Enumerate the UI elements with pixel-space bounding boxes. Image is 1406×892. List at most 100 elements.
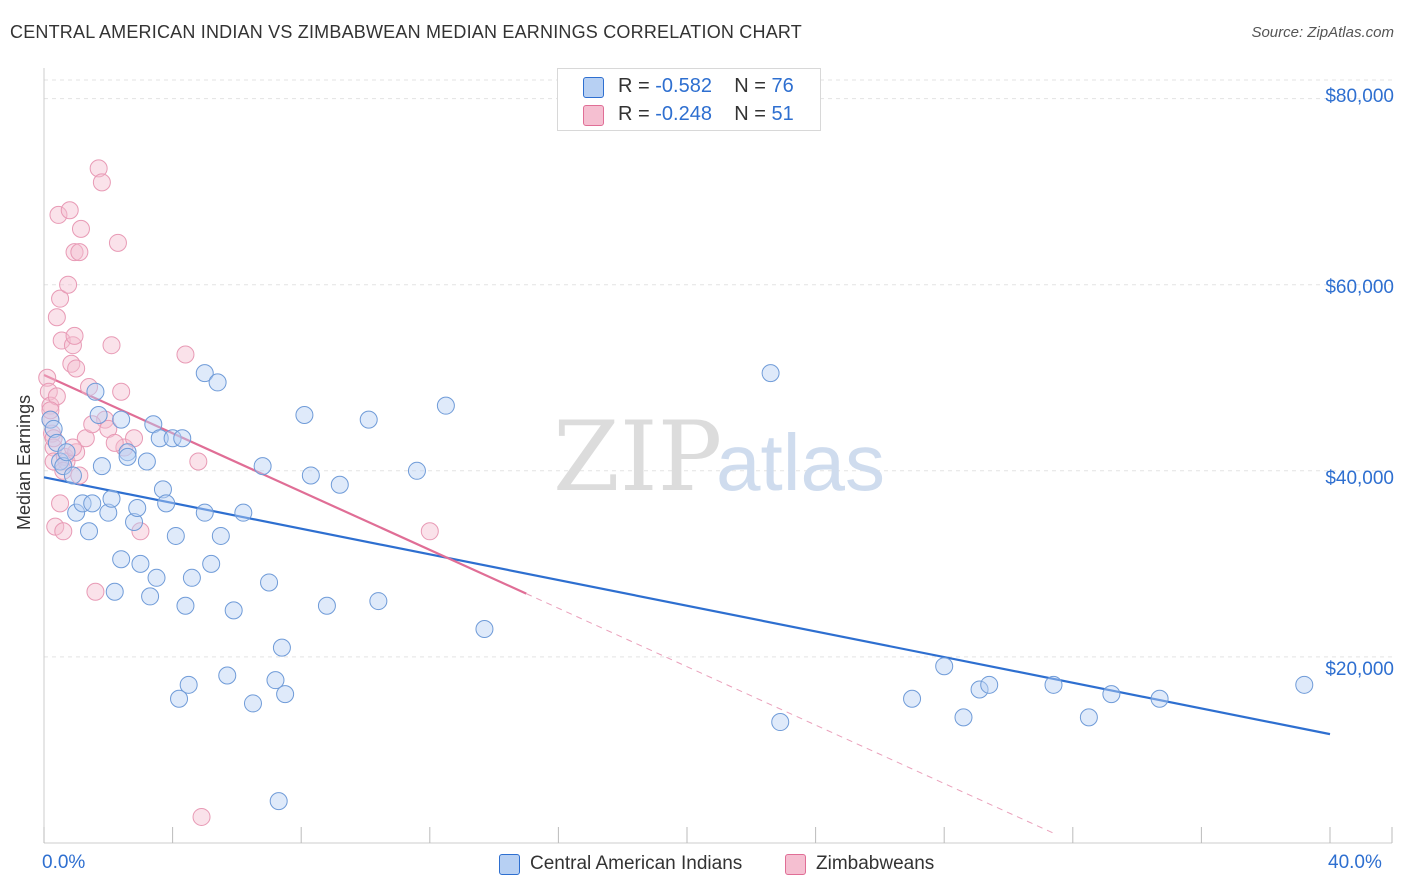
- point-central-american-indians: [80, 522, 99, 541]
- point-zimbabweans: [65, 243, 84, 262]
- point-central-american-indians: [157, 494, 176, 513]
- point-central-american-indians: [272, 638, 291, 657]
- point-zimbabweans: [38, 368, 57, 387]
- point-central-american-indians: [86, 382, 105, 401]
- point-central-american-indians: [369, 592, 388, 611]
- legend-n-value: 76: [771, 74, 794, 97]
- trend-line-central-american-indians: [43, 476, 1331, 736]
- point-central-american-indians: [761, 364, 780, 383]
- point-central-american-indians: [73, 494, 92, 513]
- point-central-american-indians: [44, 419, 63, 438]
- point-central-american-indians: [1044, 675, 1063, 694]
- legend-n-value: 51: [771, 102, 794, 125]
- point-central-american-indians: [269, 792, 288, 811]
- point-central-american-indians: [166, 526, 185, 545]
- legend-n-label: N =: [734, 102, 772, 125]
- point-central-american-indians: [137, 452, 156, 471]
- point-zimbabweans: [60, 201, 79, 220]
- point-central-american-indians: [67, 503, 86, 522]
- point-central-american-indians: [150, 429, 169, 448]
- point-central-american-indians: [202, 554, 221, 573]
- grid-lines: [44, 79, 1392, 658]
- y-tick-label: $60,000: [1325, 277, 1394, 298]
- point-central-american-indians: [170, 689, 189, 708]
- point-central-american-indians: [182, 568, 201, 587]
- point-central-american-indians: [83, 494, 102, 513]
- point-zimbabweans: [51, 494, 70, 513]
- point-zimbabweans: [47, 308, 66, 327]
- points-zimbabweans: [38, 159, 439, 826]
- point-central-american-indians: [317, 596, 336, 615]
- point-zimbabweans: [108, 233, 127, 252]
- point-central-american-indians: [276, 685, 295, 704]
- legend-r-label: R =: [618, 74, 656, 97]
- y-tick-label: $80,000: [1325, 86, 1394, 107]
- correlation-legend: R = -0.582 N = 76 R = -0.248 N = 51: [557, 68, 821, 131]
- axes: [43, 68, 1393, 844]
- point-central-american-indians: [407, 461, 426, 480]
- point-central-american-indians: [980, 675, 999, 694]
- point-central-american-indians: [1079, 708, 1098, 727]
- point-central-american-indians: [176, 596, 195, 615]
- point-central-american-indians: [112, 410, 131, 429]
- point-central-american-indians: [295, 405, 314, 424]
- point-central-american-indians: [330, 475, 349, 494]
- point-zimbabweans: [70, 243, 89, 262]
- point-central-american-indians: [131, 554, 150, 573]
- point-central-american-indians: [234, 503, 253, 522]
- point-central-american-indians: [475, 619, 494, 638]
- point-zimbabweans: [54, 522, 73, 541]
- point-central-american-indians: [224, 601, 243, 620]
- point-central-american-indians: [57, 443, 76, 462]
- points-central-american-indians: [41, 364, 1314, 811]
- point-central-american-indians: [1102, 685, 1121, 704]
- y-tick-label: $40,000: [1325, 468, 1394, 489]
- chart-title: CENTRAL AMERICAN INDIAN VS ZIMBABWEAN ME…: [10, 22, 802, 42]
- point-zimbabweans: [41, 401, 60, 420]
- point-central-american-indians: [935, 657, 954, 676]
- point-central-american-indians: [99, 503, 118, 522]
- point-zimbabweans: [83, 415, 102, 434]
- legend-r-label: R =: [618, 102, 656, 125]
- point-central-american-indians: [771, 713, 790, 732]
- point-central-american-indians: [173, 429, 192, 448]
- point-central-american-indians: [260, 573, 279, 592]
- bottom-legend-label: Zimbabweans: [816, 853, 935, 874]
- point-zimbabweans: [51, 289, 70, 308]
- point-central-american-indians: [89, 405, 108, 424]
- point-zimbabweans: [192, 807, 211, 826]
- point-central-american-indians: [118, 447, 137, 466]
- point-central-american-indians: [105, 582, 124, 601]
- point-central-american-indians: [1150, 689, 1169, 708]
- point-central-american-indians: [102, 489, 121, 508]
- trend-line-zimbabweans-extension: [526, 593, 1057, 836]
- point-central-american-indians: [195, 364, 214, 383]
- point-zimbabweans: [131, 522, 150, 541]
- point-zimbabweans: [189, 452, 208, 471]
- point-central-american-indians: [211, 526, 230, 545]
- point-central-american-indians: [47, 433, 66, 452]
- bottom-legend-swatch-pink: [785, 853, 806, 875]
- point-central-american-indians: [163, 429, 182, 448]
- point-central-american-indians: [436, 396, 455, 415]
- watermark-zip: ZIP: [553, 401, 722, 513]
- point-central-american-indians: [903, 689, 922, 708]
- point-central-american-indians: [243, 694, 262, 713]
- point-zimbabweans: [44, 452, 63, 471]
- point-zimbabweans: [89, 159, 108, 178]
- point-zimbabweans: [63, 336, 82, 355]
- point-central-american-indians: [125, 512, 144, 531]
- point-central-american-indians: [179, 675, 198, 694]
- point-central-american-indians: [301, 466, 320, 485]
- point-zimbabweans: [71, 219, 90, 238]
- x-tick-label-min: 0.0%: [42, 852, 86, 873]
- point-zimbabweans: [112, 382, 131, 401]
- point-zimbabweans: [49, 205, 68, 224]
- point-central-american-indians: [92, 457, 111, 476]
- point-central-american-indians: [141, 587, 160, 606]
- point-zimbabweans: [86, 582, 105, 601]
- legend-r-value: -0.582: [655, 74, 712, 97]
- y-axis-label: Median Earnings: [14, 394, 34, 530]
- bottom-legend-label: Central American Indians: [530, 853, 743, 874]
